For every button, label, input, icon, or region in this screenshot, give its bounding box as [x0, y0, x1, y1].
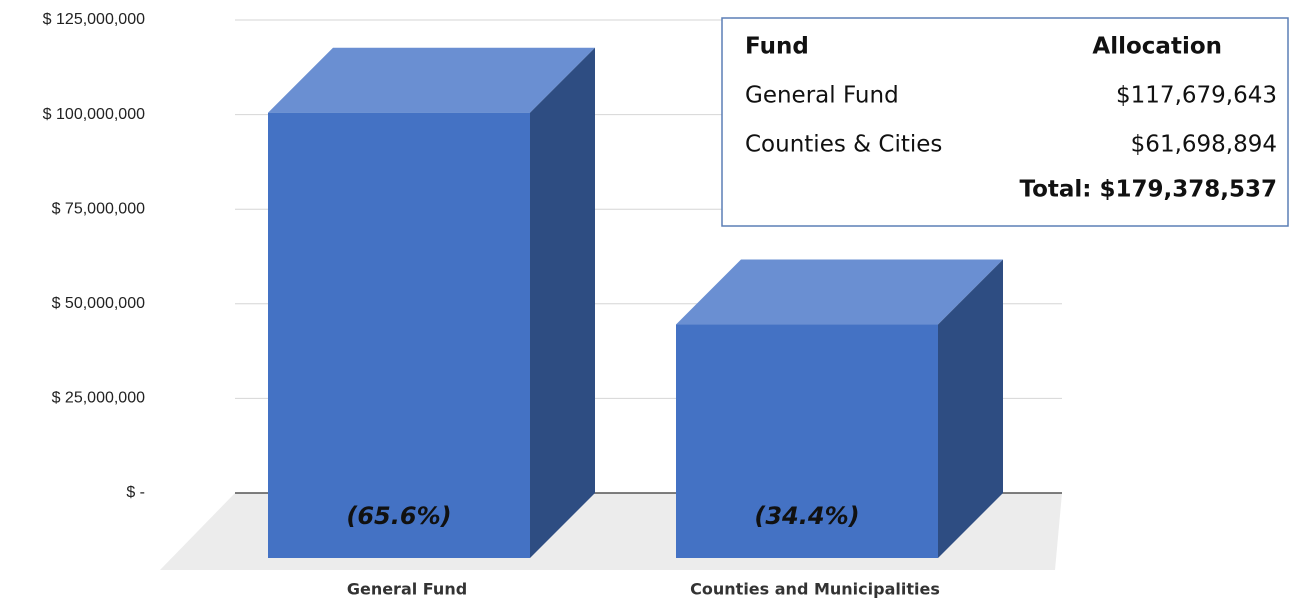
- bar-top: [676, 259, 1003, 325]
- table-cell: $117,679,643: [1116, 83, 1277, 109]
- table-header: Allocation: [1092, 34, 1222, 60]
- percent-label: (65.6%): [346, 502, 451, 530]
- table-header: Fund: [745, 34, 809, 60]
- y-tick-label: $ 25,000,000: [52, 390, 146, 407]
- legend-table: [721, 17, 1289, 227]
- y-tick-label: $ 125,000,000: [43, 11, 145, 28]
- table-cell: $61,698,894: [1131, 132, 1277, 158]
- bar-front: [676, 324, 938, 558]
- table-cell: Counties & Cities: [745, 132, 942, 158]
- y-tick-label: $ 100,000,000: [43, 106, 145, 123]
- bar-top: [268, 47, 595, 113]
- x-tick-label: General Fund: [347, 580, 467, 599]
- bars: [268, 47, 1003, 559]
- y-tick-label: $ 50,000,000: [52, 295, 146, 312]
- y-tick-label: $ 75,000,000: [52, 200, 146, 217]
- bar-side: [938, 259, 1003, 558]
- bar: [268, 47, 595, 559]
- bar-side: [530, 47, 595, 559]
- y-tick-label: $ -: [126, 484, 145, 501]
- percent-label: (34.4%): [754, 502, 859, 530]
- table-total: Total: $179,378,537: [1019, 177, 1277, 203]
- table-cell: General Fund: [745, 83, 899, 109]
- bar-front: [268, 112, 530, 559]
- bar: [676, 259, 1003, 558]
- x-tick-label: Counties and Municipalities: [690, 580, 940, 599]
